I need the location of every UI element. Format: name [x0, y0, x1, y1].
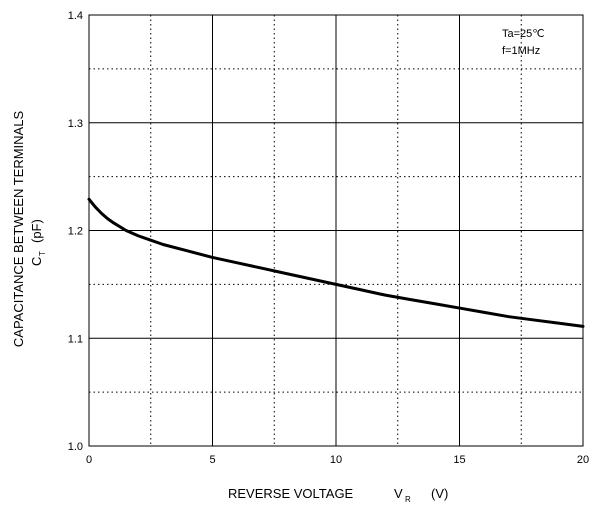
- x-tick-label: 15: [453, 454, 465, 466]
- x-tick-label: 10: [330, 454, 342, 466]
- condition-frequency: f=1MHz: [502, 45, 540, 57]
- y-tick-label: 1.3: [68, 118, 83, 130]
- y-tick-label: 1.0: [68, 441, 83, 453]
- conditions-legend: Ta=25℃ f=1MHz: [502, 28, 545, 57]
- x-tick-label: 20: [577, 454, 589, 466]
- x-tick-label: 5: [209, 454, 215, 466]
- y-axis-title: CAPACITANCE BETWEEN TERMINALS C T (pF): [11, 111, 47, 348]
- y-tick-label: 1.2: [68, 226, 83, 238]
- capacitance-curve: [87, 197, 585, 328]
- x-tick-label: 0: [86, 454, 92, 466]
- y-axis-symbol: C: [29, 257, 44, 266]
- y-tick-label: 1.1: [68, 333, 83, 345]
- x-axis-tick-labels: 0 5 10 15 20: [86, 454, 589, 466]
- x-axis-subscript: R: [405, 495, 411, 504]
- y-axis-unit: (pF): [29, 219, 44, 243]
- plot-frame: [88, 14, 584, 447]
- x-axis-unit: (V): [431, 486, 448, 501]
- x-axis-label: REVERSE VOLTAGE: [228, 486, 354, 501]
- minor-grid: [89, 15, 583, 446]
- y-axis-label: CAPACITANCE BETWEEN TERMINALS: [11, 111, 26, 348]
- y-tick-label: 1.4: [68, 10, 83, 22]
- condition-temperature: Ta=25℃: [502, 28, 545, 40]
- y-axis-tick-labels: 1.0 1.1 1.2 1.3 1.4: [68, 10, 83, 453]
- y-axis-subscript: T: [38, 251, 47, 256]
- x-axis-title: REVERSE VOLTAGE V R (V): [228, 486, 448, 504]
- x-axis-symbol: V: [394, 486, 403, 501]
